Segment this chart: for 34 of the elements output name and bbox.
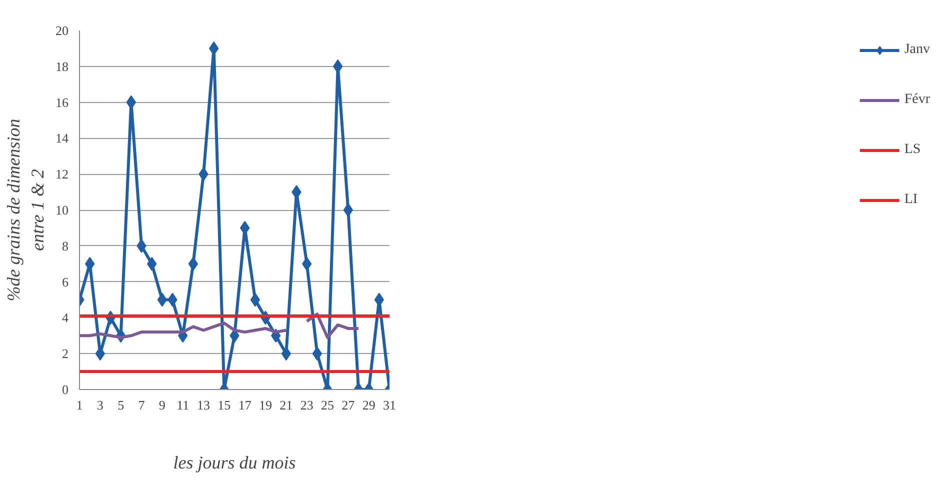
x-tick-label: 11 (176, 398, 190, 412)
x-tick-label: 9 (158, 398, 166, 412)
legend-label: Janv (904, 42, 930, 58)
x-tick-label: 13 (197, 398, 210, 412)
x-tick-label: 5 (118, 398, 124, 412)
y-tick-label: 10 (56, 202, 68, 218)
y-axis-title: %de grains de dimension entre 1 & 2 (4, 118, 48, 302)
y-tick-label: 14 (56, 130, 69, 146)
x-tick-label: 7 (138, 398, 146, 412)
x-tick-label: 31 (383, 398, 396, 412)
x-tick-label: 29 (362, 398, 376, 412)
x-tick-label: 17 (238, 398, 252, 412)
legend-label: LS (904, 142, 922, 158)
y-tick-label: 18 (56, 58, 68, 74)
x-tick-label: 27 (342, 398, 356, 412)
y-tick-label: 16 (56, 94, 69, 110)
x-axis-title: les jours du mois (173, 452, 296, 472)
x-tick-label: 3 (96, 398, 104, 412)
legend-label: LI (904, 192, 919, 208)
x-tick-label: 1 (76, 398, 83, 412)
y-tick-label: 2 (62, 346, 68, 362)
x-tick-label: 23 (300, 398, 314, 412)
x-tick-label: 25 (321, 398, 334, 412)
y-tick-label: 20 (56, 23, 68, 38)
legend-label: Févr (904, 92, 930, 108)
y-tick-label: 4 (62, 310, 69, 326)
point (343, 203, 353, 217)
y-tick-label: 8 (62, 238, 68, 254)
y-tick-label: 12 (56, 166, 68, 182)
y-tick-label: 0 (62, 382, 68, 397)
x-tick-label: 15 (218, 398, 231, 412)
y-tick-label: 6 (62, 274, 69, 290)
x-tick-label: 19 (259, 398, 272, 412)
x-tick-label: 21 (280, 398, 293, 412)
